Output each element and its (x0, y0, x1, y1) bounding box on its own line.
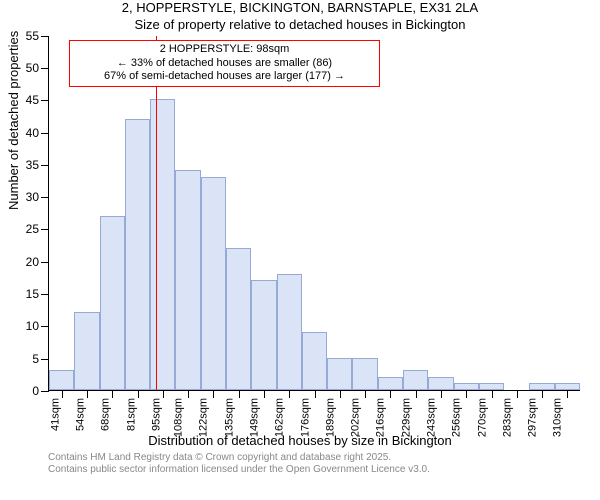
x-tick (517, 390, 518, 398)
x-tick (492, 390, 493, 398)
x-tick (264, 390, 265, 398)
x-tick (138, 390, 139, 398)
x-tick-label: 216sqm (375, 398, 387, 437)
y-tick-label: 10 (26, 319, 39, 333)
x-tick-label: 162sqm (274, 398, 286, 437)
x-tick-label: 310sqm (552, 398, 564, 437)
x-tick-label: 256sqm (451, 398, 463, 437)
histogram-bar (352, 358, 377, 390)
attribution-line-1: Contains HM Land Registry data © Crown c… (48, 452, 600, 465)
histogram-bar (403, 370, 428, 389)
histogram-bar (226, 248, 251, 390)
chart-container: 051015202530354045505541sqm54sqm68sqm81s… (48, 36, 580, 431)
x-tick (163, 390, 164, 398)
attribution-line-2: Contains public sector information licen… (48, 464, 600, 477)
y-tick-label: 5 (32, 352, 39, 366)
histogram-bar (428, 377, 453, 390)
x-tick (466, 390, 467, 398)
x-tick-label: 297sqm (526, 398, 538, 437)
histogram-bar (125, 119, 150, 390)
histogram-bar (49, 370, 74, 389)
y-tick (41, 359, 49, 360)
y-tick-label: 55 (26, 29, 39, 43)
x-tick (340, 390, 341, 398)
x-tick (441, 390, 442, 398)
y-tick (41, 133, 49, 134)
histogram-bar (378, 377, 403, 390)
x-tick (315, 390, 316, 398)
x-tick-label: 229sqm (400, 398, 412, 437)
y-tick (41, 262, 49, 263)
page-title-line1: 2, HOPPERSTYLE, BICKINGTON, BARNSTAPLE, … (0, 0, 600, 17)
marker-line (156, 36, 157, 390)
x-tick (112, 390, 113, 398)
info-line-1: 2 HOPPERSTYLE: 98sqm (76, 43, 373, 57)
y-tick-label: 30 (26, 190, 39, 204)
y-tick (41, 100, 49, 101)
x-tick-label: 243sqm (425, 398, 437, 437)
x-tick-label: 176sqm (299, 398, 311, 437)
x-tick (416, 390, 417, 398)
y-tick-label: 15 (26, 287, 39, 301)
x-tick-label: 81sqm (125, 398, 137, 431)
page-title-line2: Size of property relative to detached ho… (0, 17, 600, 34)
histogram-bar (175, 170, 200, 389)
x-tick-label: 202sqm (349, 398, 361, 437)
x-tick-label: 122sqm (198, 398, 210, 437)
y-tick (41, 68, 49, 69)
x-tick-label: 189sqm (324, 398, 336, 437)
y-tick (41, 326, 49, 327)
info-line-3: 67% of semi-detached houses are larger (… (76, 70, 373, 84)
y-tick-label: 40 (26, 126, 39, 140)
x-tick (390, 390, 391, 398)
y-tick (41, 294, 49, 295)
histogram-bar (327, 358, 352, 390)
x-tick (567, 390, 568, 398)
x-tick (365, 390, 366, 398)
y-tick (41, 36, 49, 37)
x-tick (289, 390, 290, 398)
histogram-bar (100, 216, 125, 390)
x-tick (62, 390, 63, 398)
y-tick (41, 197, 49, 198)
histogram-bar (302, 332, 327, 390)
x-tick-label: 149sqm (248, 398, 260, 437)
x-tick-label: 135sqm (223, 398, 235, 437)
x-tick (213, 390, 214, 398)
x-tick-label: 68sqm (100, 398, 112, 431)
x-tick-label: 54sqm (74, 398, 86, 431)
x-tick-label: 41sqm (49, 398, 61, 431)
y-tick (41, 391, 49, 392)
x-tick (542, 390, 543, 398)
info-line-2: ← 33% of detached houses are smaller (86… (76, 57, 373, 71)
x-tick-label: 270sqm (476, 398, 488, 437)
marker-info-box: 2 HOPPERSTYLE: 98sqm ← 33% of detached h… (69, 40, 380, 87)
y-tick-label: 25 (26, 222, 39, 236)
histogram-bar (150, 99, 175, 389)
y-tick-label: 50 (26, 61, 39, 75)
histogram-bar (74, 312, 99, 389)
x-tick-label: 283sqm (501, 398, 513, 437)
x-tick (87, 390, 88, 398)
plot-area: 051015202530354045505541sqm54sqm68sqm81s… (48, 36, 580, 391)
histogram-bar (277, 274, 302, 390)
y-tick-label: 20 (26, 255, 39, 269)
x-tick-label: 95sqm (150, 398, 162, 431)
x-tick (239, 390, 240, 398)
y-tick-label: 0 (32, 384, 39, 398)
x-tick (188, 390, 189, 398)
y-tick (41, 165, 49, 166)
y-tick (41, 229, 49, 230)
histogram-bar (251, 280, 276, 390)
attribution-block: Contains HM Land Registry data © Crown c… (48, 452, 600, 477)
histogram-bar (201, 177, 226, 390)
x-tick-label: 108sqm (172, 398, 184, 437)
y-tick-label: 45 (26, 93, 39, 107)
y-tick-label: 35 (26, 158, 39, 172)
y-axis-label: Number of detached properties (6, 31, 21, 210)
